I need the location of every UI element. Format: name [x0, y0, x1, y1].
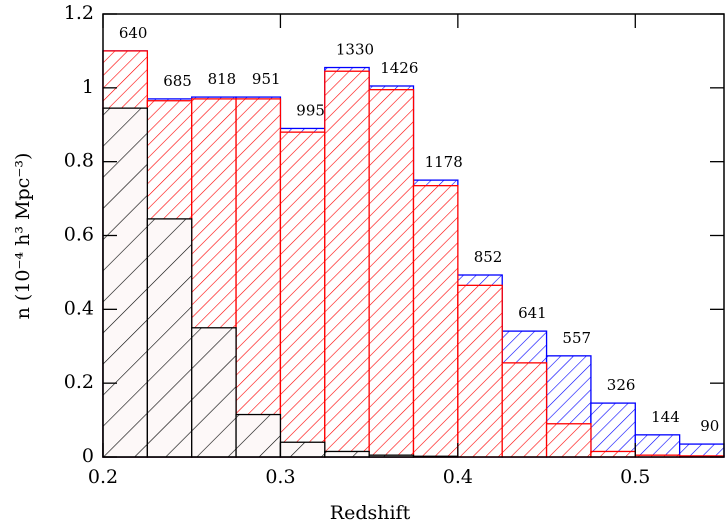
histogram-bar — [590, 450, 636, 458]
y-axis-label: n (10⁻⁴ h³ Mpc⁻³) — [12, 153, 34, 320]
x-tick-label: 0.2 — [88, 466, 118, 488]
histogram-bar — [279, 441, 326, 458]
histogram-bar — [678, 443, 725, 458]
histogram-bar — [412, 185, 459, 458]
bin-count-label: 1330 — [336, 41, 374, 59]
histogram-bar — [235, 98, 282, 458]
histogram-bar — [191, 327, 237, 458]
histogram-bar — [368, 89, 415, 458]
bin-count-label: 326 — [607, 376, 636, 394]
x-tick-label: 0.4 — [443, 466, 473, 488]
bin-count-label: 640 — [119, 24, 148, 42]
y-tick-label: 0.4 — [64, 297, 94, 319]
x-tick-label: 0.3 — [265, 466, 295, 488]
histogram-bar — [146, 218, 193, 458]
y-tick-label: 0 — [82, 445, 94, 467]
histogram-bar — [501, 362, 548, 458]
bin-count-label: 852 — [474, 248, 503, 266]
bin-count-label: 995 — [296, 101, 325, 119]
y-tick-label: 1.2 — [64, 2, 94, 24]
histogram-bar — [235, 413, 282, 458]
y-tick-label: 1 — [82, 76, 94, 98]
histogram-bar — [324, 450, 370, 458]
histogram-bar — [324, 70, 370, 458]
histogram-bar — [634, 434, 681, 458]
histogram-bar — [457, 284, 503, 458]
bin-count-label: 1426 — [380, 59, 418, 77]
bin-count-label: 951 — [252, 70, 281, 88]
bin-count-label: 90 — [700, 417, 719, 435]
bin-count-label: 685 — [163, 72, 192, 90]
bin-count-label: 144 — [651, 408, 680, 426]
bin-count-label: 818 — [208, 70, 237, 88]
bin-count-label: 641 — [518, 304, 547, 322]
y-tick-label: 0.8 — [64, 150, 94, 172]
y-tick-label: 0.2 — [64, 371, 94, 393]
x-axis-label: Redshift — [330, 502, 411, 524]
x-tick-label: 0.5 — [620, 466, 650, 488]
histogram-bar — [545, 423, 592, 458]
bin-count-label: 557 — [562, 329, 591, 347]
bin-count-label: 1178 — [425, 153, 463, 171]
y-tick-label: 0.6 — [64, 224, 94, 246]
histogram-bar — [590, 402, 636, 458]
histogram-bar — [279, 131, 326, 458]
histogram-bar — [102, 107, 149, 458]
